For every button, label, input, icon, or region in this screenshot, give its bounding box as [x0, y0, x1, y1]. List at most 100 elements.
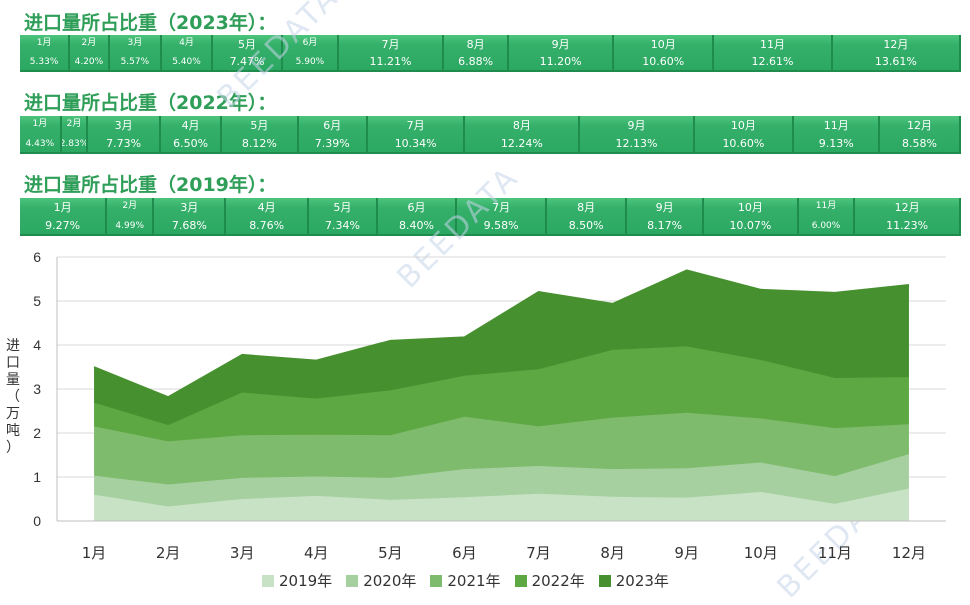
segment-percent-label: 11.21% — [369, 55, 412, 68]
segment-percent-label: 10.60% — [642, 55, 685, 68]
segment-month-label: 6月 — [323, 119, 342, 132]
segment-month-label: 5月 — [238, 38, 257, 51]
segment-month-label: 8月 — [512, 119, 531, 132]
segment-month-label: 5月 — [333, 201, 352, 214]
segment-month-label: 9月 — [551, 38, 570, 51]
y-tick-label: 2 — [33, 425, 41, 441]
share-segment: 4月 5.40% — [162, 35, 213, 72]
segment-month-label: 3月 — [114, 119, 133, 132]
y-tick-label: 3 — [33, 381, 41, 397]
segment-percent-label: 8.12% — [241, 137, 277, 150]
share-segment: 5月 8.12% — [222, 116, 299, 154]
share-segment: 6月 7.39% — [298, 116, 369, 154]
share-segment: 12月 13.61% — [832, 35, 961, 72]
area-series-2022年 — [94, 346, 909, 442]
segment-percent-label: 7.73% — [106, 137, 142, 150]
segment-month-label: 1月 — [36, 38, 52, 48]
segment-month-label: 8月 — [466, 38, 485, 51]
segment-percent-label: 10.34% — [394, 137, 437, 150]
segment-month-label: 4月 — [257, 201, 276, 214]
segment-month-label: 7月 — [492, 201, 511, 214]
share-segment: 5月 7.34% — [308, 198, 378, 236]
segment-month-label: 12月 — [894, 201, 920, 214]
segment-percent-label: 12.13% — [615, 137, 658, 150]
segment-month-label: 11月 — [823, 119, 849, 132]
segment-month-label: 2月 — [66, 119, 82, 129]
y-tick-label: 1 — [33, 469, 41, 485]
y-tick-label: 0 — [33, 513, 41, 529]
area-series-2021年 — [94, 412, 909, 485]
share-segment: 9月 8.17% — [627, 198, 705, 236]
x-tick-label: 3月 — [230, 544, 255, 562]
share-bar-2022: 1月 4.43% 2月 2.83% 3月 7.73% 4月 6.50% 5月 8.12% 6月 7.3… — [20, 116, 961, 154]
segment-percent-label: 9.27% — [45, 219, 81, 232]
share-segment: 11月 9.13% — [794, 116, 881, 154]
share-segment: 2月 4.99% — [107, 198, 155, 236]
segment-percent-label: 9.58% — [483, 219, 519, 232]
share-segment: 3月 5.57% — [109, 35, 163, 72]
x-tick-label: 12月 — [892, 544, 926, 562]
segment-percent-label: 8.50% — [568, 219, 604, 232]
segment-month-label: 2月 — [122, 201, 138, 211]
share-segment: 8月 8.50% — [547, 198, 628, 236]
legend-label: 2022年 — [531, 572, 585, 590]
share-segment: 8月 6.88% — [444, 35, 509, 72]
share-bar-2023: 1月 5.33% 2月 4.20% 3月 5.57% 4月 5.40% 5月 7.47% 6月 5.9… — [20, 35, 961, 72]
x-tick-label: 4月 — [304, 544, 329, 562]
legend-swatch — [598, 574, 611, 587]
legend-label: 2019年 — [279, 572, 333, 590]
segment-month-label: 1月 — [32, 119, 48, 129]
x-tick-label: 11月 — [818, 544, 852, 562]
share-segment: 3月 7.73% — [88, 116, 161, 154]
segment-percent-label: 8.40% — [399, 219, 434, 232]
segment-percent-label: 8.76% — [249, 219, 285, 232]
segment-percent-label: 6.00% — [811, 221, 841, 231]
share-segment: 1月 4.43% — [20, 116, 62, 154]
share-segment: 2月 4.20% — [70, 35, 110, 72]
share-segment: 10月 10.60% — [614, 35, 715, 72]
segment-month-label: 3月 — [180, 201, 199, 214]
section-title-2023: 进口量所占比重（2023年）： — [24, 12, 277, 34]
share-segment: 4月 8.76% — [226, 198, 309, 236]
share-segment: 11月 6.00% — [798, 198, 856, 236]
segment-percent-label: 4.43% — [25, 139, 55, 149]
legend-label: 2021年 — [447, 572, 501, 590]
segment-month-label: 10月 — [730, 119, 756, 132]
y-tick-label: 4 — [33, 337, 41, 353]
segment-percent-label: 9.13% — [818, 137, 854, 150]
segment-percent-label: 12.24% — [500, 137, 543, 150]
segment-percent-label: 11.23% — [886, 219, 929, 232]
segment-month-label: 9月 — [655, 201, 674, 214]
legend-label: 2023年 — [615, 572, 669, 590]
x-tick-label: 8月 — [600, 544, 625, 562]
segment-percent-label: 8.58% — [902, 137, 937, 150]
segment-percent-label: 5.33% — [29, 57, 59, 67]
x-tick-label: 10月 — [744, 544, 778, 562]
segment-month-label: 6月 — [407, 201, 426, 214]
segment-month-label: 10月 — [737, 201, 763, 214]
legend-item: 2022年 — [514, 570, 585, 591]
segment-percent-label: 4.20% — [74, 57, 104, 67]
segment-month-label: 8月 — [577, 201, 596, 214]
y-tick-label: 6 — [33, 249, 41, 265]
legend-item: 2019年 — [262, 570, 332, 591]
segment-month-label: 4月 — [181, 119, 200, 132]
segment-percent-label: 7.39% — [314, 137, 350, 150]
segment-month-label: 5月 — [250, 119, 269, 132]
share-segment: 7月 11.21% — [338, 35, 445, 72]
share-segment: 1月 9.27% — [20, 198, 108, 236]
legend-swatch — [346, 574, 359, 587]
segment-percent-label: 12.61% — [751, 55, 794, 68]
segment-percent-label: 10.07% — [729, 219, 772, 232]
legend-item: 2020年 — [346, 570, 416, 591]
segment-month-label: 6月 — [302, 38, 318, 48]
segment-month-label: 10月 — [650, 38, 676, 51]
segment-month-label: 7月 — [406, 119, 425, 132]
segment-month-label: 11月 — [815, 201, 837, 211]
segment-percent-label: 5.90% — [295, 57, 325, 67]
share-segment: 3月 7.68% — [154, 198, 227, 236]
share-segment: 9月 12.13% — [580, 116, 695, 154]
segment-percent-label: 2.83% — [61, 139, 89, 149]
x-tick-label: 5月 — [378, 544, 403, 562]
x-tick-label: 2月 — [156, 544, 181, 562]
